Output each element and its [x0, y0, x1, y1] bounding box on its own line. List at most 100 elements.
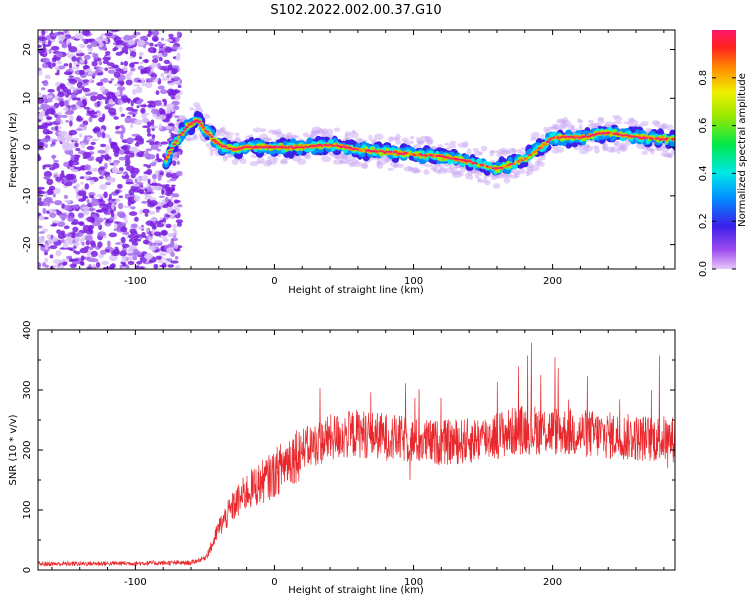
noise-blob: [152, 173, 157, 180]
spectral-ridge-cell: [306, 146, 310, 149]
noise-blob: [90, 40, 99, 47]
noise-blob: [144, 188, 148, 192]
spectral-ridge-cell: [650, 137, 654, 141]
x-tick-label: -100: [124, 577, 147, 588]
noise-blob: [132, 254, 138, 261]
spectral-ridge-cell: [400, 152, 404, 155]
spectral-halo: [185, 136, 196, 141]
noise-blob: [172, 224, 178, 228]
spectral-halo: [163, 170, 174, 174]
spectral-ridge-cell: [289, 145, 293, 148]
noise-blob: [157, 85, 165, 90]
noise-blob: [94, 198, 99, 202]
noise-blob: [79, 69, 85, 76]
noise-blob: [38, 69, 43, 76]
noise-blob: [85, 171, 93, 175]
noise-blob: [120, 95, 129, 101]
spectral-halo: [423, 169, 430, 175]
noise-blob: [42, 202, 48, 207]
noise-blob: [42, 123, 51, 126]
noise-blob: [127, 260, 135, 265]
noise-blob: [114, 221, 120, 224]
spectral-halo: [537, 161, 545, 167]
noise-blob: [159, 252, 167, 257]
spectral-halo: [220, 126, 226, 133]
spectral-halo: [209, 149, 214, 157]
noise-blob: [155, 90, 160, 96]
noise-blob: [117, 97, 122, 104]
spectral-ridge-cell: [441, 155, 446, 158]
noise-blob: [56, 221, 66, 228]
noise-blob: [38, 262, 42, 269]
spectral-ridge-cell: [481, 164, 485, 167]
noise-blob: [97, 149, 106, 154]
noise-blob: [100, 154, 105, 159]
noise-blob: [38, 36, 48, 42]
noise-blob: [110, 144, 116, 150]
noise-blob: [78, 198, 85, 202]
spectral-ridge-cell: [278, 145, 283, 148]
noise-blob: [38, 186, 45, 190]
noise-blob: [90, 242, 97, 248]
noise-blob: [59, 264, 64, 269]
noise-blob: [167, 123, 175, 127]
spectral-ridge-cell: [429, 154, 433, 157]
spectral-halo: [355, 159, 360, 165]
spectral-ridge-cell: [166, 154, 170, 156]
noise-blob: [91, 266, 97, 269]
noise-blob: [157, 63, 162, 70]
noise-blob: [76, 117, 83, 122]
noise-blob: [158, 123, 162, 130]
noise-blob: [75, 147, 81, 152]
snr-line: [38, 342, 675, 567]
noise-blob: [113, 71, 121, 78]
noise-blob: [77, 212, 85, 219]
noise-blob: [47, 40, 52, 46]
noise-blob: [73, 250, 77, 254]
noise-blob: [38, 141, 43, 147]
noise-blob: [139, 104, 148, 108]
spectral-ridge-cell: [299, 144, 304, 148]
noise-blob: [127, 116, 132, 119]
spectral-ridge-cell: [333, 145, 336, 147]
noise-blob: [41, 63, 49, 69]
spectral-ridge-cell: [197, 120, 202, 123]
noise-blob: [128, 244, 137, 250]
spectral-ridge-cell: [204, 129, 208, 132]
noise-blob: [125, 73, 132, 78]
noise-blob: [57, 114, 62, 119]
noise-blob: [103, 217, 107, 220]
noise-blob: [68, 129, 78, 136]
spectral-halo: [326, 128, 334, 136]
noise-blob: [167, 64, 174, 71]
noise-blob: [141, 113, 148, 119]
noise-blob: [54, 187, 61, 194]
spectral-ridge-cell: [504, 165, 508, 169]
spectral-ridge-cell: [335, 144, 339, 147]
noise-blob: [130, 146, 138, 150]
spectral-ridge-cell: [643, 137, 648, 140]
noise-blob: [59, 83, 65, 89]
noise-blob: [98, 176, 104, 179]
noise-blob: [141, 200, 148, 204]
spectral-halo: [518, 168, 526, 175]
noise-blob: [175, 219, 184, 223]
spectral-halo: [413, 144, 421, 149]
spectral-ridge-cell: [533, 150, 537, 153]
x-tick-label: 100: [404, 276, 423, 287]
noise-blob: [90, 114, 98, 119]
noise-blob: [146, 168, 153, 176]
noise-blob: [41, 41, 47, 44]
noise-blob: [69, 115, 74, 121]
y-tick-label: 300: [22, 380, 33, 399]
noise-blob: [102, 96, 107, 100]
noise-blob: [64, 238, 73, 244]
noise-blob: [150, 144, 159, 151]
spectral-ridge-cell: [619, 133, 622, 136]
noise-blob: [38, 67, 42, 71]
noise-blob: [124, 193, 129, 199]
noise-blob: [169, 214, 174, 219]
noise-blob: [98, 61, 103, 66]
noise-blob: [73, 62, 80, 65]
noise-blob: [144, 194, 152, 201]
